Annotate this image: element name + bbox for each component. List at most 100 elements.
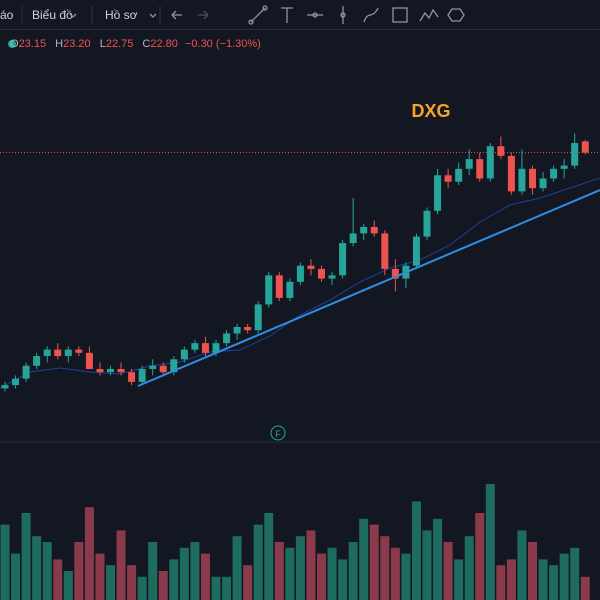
volume-bar [127, 565, 137, 600]
candle-body [455, 168, 463, 182]
candle-body [33, 356, 41, 366]
volume-bar [243, 565, 253, 600]
ellipse-tool[interactable] [447, 8, 465, 22]
candle-body [550, 168, 558, 179]
volume-bar [95, 553, 105, 600]
candle-body [254, 304, 262, 331]
candle-body [339, 243, 347, 276]
candle-body [328, 275, 336, 279]
volume-bar [411, 501, 421, 600]
volume-bar [317, 553, 326, 600]
candle-body [391, 268, 399, 279]
volume-bar [485, 484, 495, 600]
volume-bar [179, 547, 189, 600]
candle-body [170, 359, 178, 373]
candle-body [265, 275, 273, 305]
candle-body [159, 365, 167, 373]
volume-bar [169, 559, 179, 600]
volume-bar [327, 547, 337, 600]
path-tool[interactable] [419, 8, 439, 22]
volume-bar [63, 571, 73, 600]
volume-bar [549, 565, 559, 600]
event-label[interactable]: F [275, 429, 281, 439]
status-dot [8, 40, 16, 48]
volume-bar [274, 542, 284, 600]
candle-body [212, 343, 220, 353]
volume-bar [190, 542, 200, 600]
candle-body [571, 142, 579, 166]
volume-bar [580, 576, 590, 600]
candle-body [423, 210, 431, 237]
legend-value: 23.15 [18, 38, 47, 50]
event-marker[interactable] [270, 425, 286, 441]
candle-body [434, 175, 442, 211]
legend-key: C [142, 38, 151, 50]
candle-body [318, 268, 325, 279]
volume-bar [84, 507, 94, 600]
volume-bar [359, 518, 369, 600]
candle-body [149, 365, 157, 369]
volume-bar [506, 559, 516, 600]
volume-bar [137, 576, 147, 600]
chevron [69, 13, 157, 18]
volume-bar [200, 553, 210, 600]
volume-bar [306, 530, 316, 600]
candle-body [381, 233, 389, 269]
volume-bar [517, 530, 527, 600]
volume-bar [21, 513, 31, 600]
volume-bar [295, 536, 305, 600]
volume-bar [42, 542, 52, 600]
candle-body [96, 368, 104, 373]
candle-body [75, 349, 83, 353]
candle-body [85, 352, 93, 369]
trend-line[interactable] [137, 189, 600, 387]
volume-bar [496, 565, 506, 600]
candle-body [560, 165, 568, 169]
legend-key: H [55, 38, 64, 50]
volume-bar [11, 553, 21, 600]
volume-bar [0, 524, 10, 600]
legend-key: O [10, 38, 19, 50]
candle-body [117, 368, 125, 373]
volume-bar [222, 576, 232, 600]
candle-body [107, 368, 114, 373]
candle-body [581, 141, 589, 153]
legend-key: L [99, 38, 106, 50]
undo[interactable] [171, 10, 182, 20]
candle-body [180, 349, 188, 360]
candle-body [43, 349, 51, 357]
volume-bar [264, 513, 274, 600]
rect-tool[interactable] [392, 7, 408, 23]
menu-item[interactable]: áo [0, 8, 14, 22]
ohlc-legend: O23.15 H23.20 L22.75 C22.80 −0.30 (−1.30… [8, 38, 265, 50]
candle-body [1, 385, 9, 389]
curve-tool[interactable] [363, 7, 379, 23]
volume-bar [570, 547, 580, 600]
line-tool[interactable] [250, 7, 266, 23]
menu-item[interactable]: Hồ sơ [105, 8, 138, 22]
candle-body [507, 155, 515, 192]
candle-body [497, 146, 505, 156]
candle-body [138, 368, 146, 382]
text-tool[interactable] [281, 7, 293, 23]
volume-bar [116, 530, 126, 600]
volume-bar [53, 559, 63, 600]
volume-bar [348, 542, 358, 600]
volume-bar [211, 576, 221, 600]
candle-body [286, 281, 294, 298]
redo[interactable] [198, 10, 209, 20]
legend-change: −0.30 (−1.30%) [184, 38, 261, 50]
candle-body [54, 349, 62, 357]
candle-body [370, 226, 378, 234]
candle-body [201, 343, 209, 353]
candle-body [529, 168, 536, 189]
candle-body [486, 146, 494, 179]
candle-body [296, 265, 304, 282]
volume-bar [559, 553, 569, 600]
volume-bar [74, 542, 84, 600]
menu-item[interactable]: Biểu đồ [32, 8, 73, 22]
volume-bar [443, 542, 453, 600]
volume-bar [390, 547, 400, 600]
